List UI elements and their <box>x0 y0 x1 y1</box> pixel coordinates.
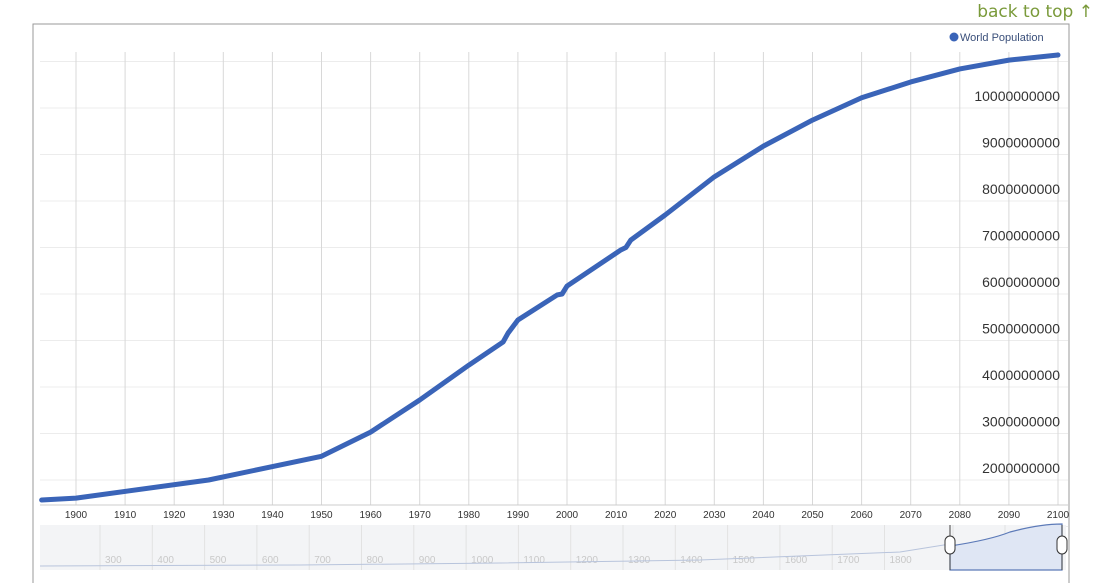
x-tick-label: 2090 <box>998 510 1021 521</box>
navigator-label: 900 <box>419 555 436 566</box>
x-tick-label: 1950 <box>310 510 333 521</box>
y-tick-label: 6000000000 <box>982 274 1060 290</box>
x-tick-label: 1900 <box>65 510 88 521</box>
navigator-label: 1100 <box>523 555 545 566</box>
y-tick-label: 5000000000 <box>982 321 1060 337</box>
y-tick-label: 10000000000 <box>974 88 1060 104</box>
navigator-label: 1800 <box>890 555 913 566</box>
navigator-selected-range[interactable] <box>949 523 1063 571</box>
y-tick-label: 9000000000 <box>982 135 1060 151</box>
navigator-overview-line <box>39 543 951 567</box>
y-tick-label: 7000000000 <box>982 228 1060 244</box>
x-tick-label: 2000 <box>556 510 579 521</box>
x-tick-label: 1970 <box>409 510 432 521</box>
navigator-label: 1600 <box>785 555 808 566</box>
x-tick-label: 1980 <box>458 510 481 521</box>
x-tick-label: 1990 <box>507 510 530 521</box>
navigator-label: 700 <box>314 555 331 566</box>
plot-frame <box>32 23 1070 583</box>
x-tick-label: 1960 <box>359 510 382 521</box>
navigator-label: 600 <box>262 555 279 566</box>
legend-marker <box>949 32 959 42</box>
navigator-label: 400 <box>157 555 174 566</box>
navigator-label: 300 <box>105 555 122 566</box>
x-tick-label: 2070 <box>900 510 923 521</box>
x-tick-label: 2010 <box>605 510 628 521</box>
x-tick-label: 2020 <box>654 510 677 521</box>
y-tick-label: 8000000000 <box>982 181 1060 197</box>
navigator-label: 500 <box>210 555 227 566</box>
x-tick-label: 2040 <box>752 510 775 521</box>
navigator-label: 1700 <box>837 555 860 566</box>
y-tick-label: 3000000000 <box>982 414 1060 430</box>
back-to-top-link[interactable]: back to top ↑ <box>977 2 1093 22</box>
x-tick-label: 1940 <box>261 510 284 521</box>
x-tick-label: 1930 <box>212 510 235 521</box>
navigator-left-handle[interactable] <box>944 535 956 555</box>
x-tick-label: 1920 <box>163 510 186 521</box>
legend-label[interactable]: World Population <box>960 32 1044 44</box>
x-tick-label: 2050 <box>801 510 824 521</box>
x-tick-label: 2060 <box>850 510 873 521</box>
navigator-right-handle[interactable] <box>1056 535 1068 555</box>
y-tick-label: 2000000000 <box>982 460 1060 476</box>
navigator-label: 800 <box>367 555 384 566</box>
x-tick-label: 2030 <box>703 510 726 521</box>
navigator-label: 1200 <box>576 555 599 566</box>
x-tick-label: 2100 <box>1047 510 1070 521</box>
navigator-background[interactable] <box>40 525 1066 570</box>
series-line-world-population[interactable] <box>39 52 1061 503</box>
navigator-label: 1500 <box>733 555 756 566</box>
x-tick-label: 2080 <box>949 510 972 521</box>
navigator-label: 1000 <box>471 555 494 566</box>
x-tick-label: 1910 <box>114 510 137 521</box>
y-tick-label: 4000000000 <box>982 367 1060 383</box>
